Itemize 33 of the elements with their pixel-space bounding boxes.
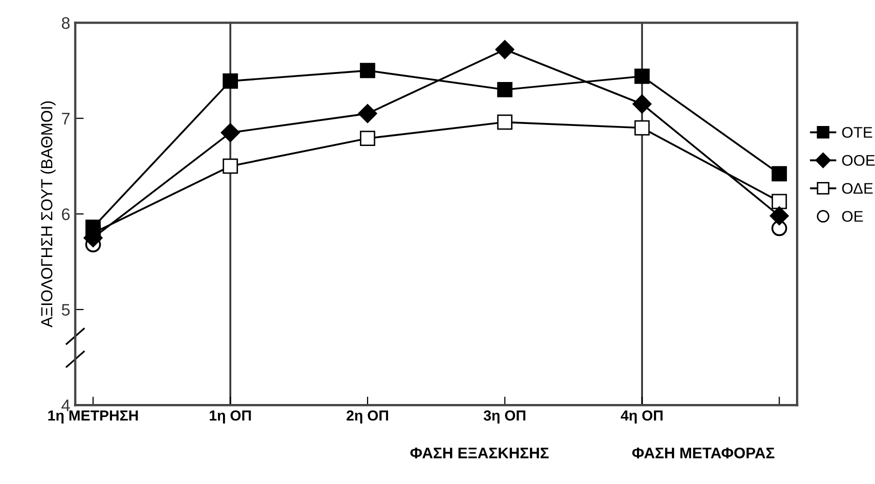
point [495,40,514,60]
y-tick-label: 6 [62,208,70,220]
point [358,104,378,124]
point [634,120,650,136]
y-axis-title: ΑΞΙΟΛΟΓΗΣΗ ΣΟΥΤ (ΒΑΘΜΟΙ) [40,101,56,328]
x-tick-label: 2η ΟΠ [346,410,388,424]
legend-label: ΟΕ [842,210,863,222]
legend-label: ΟΤΕ [842,126,872,138]
x-tick-label: 1η ΟΠ [210,410,251,424]
text: ΦΑΣΗ ΜΕΤΑΦΟΡΑΣ [632,448,774,458]
point [771,220,788,236]
y-tick-label: 4 [62,400,70,412]
x-tick-label: 4η ΟΠ [620,410,663,424]
legend-label: ΟΟΕ [842,154,875,166]
point [772,194,787,210]
y-tick-label: 7 [62,112,70,124]
point [360,62,376,78]
point [772,166,787,182]
point [770,206,789,226]
legend-label: ΟΔΕ [842,182,873,194]
text: ΦΑΣΗ ΕΞΑΣΚΗΣΗΣ [410,448,549,458]
y-tick-label: 5 [62,304,70,316]
point [497,114,512,130]
x-tick-label: 1η ΜΕΤΡΗΣΗ [48,410,138,424]
point [634,68,650,84]
point [632,94,652,114]
point [222,158,238,174]
point [497,82,512,98]
x-tick-label: 3η ΟΠ [484,410,526,424]
point [220,123,240,142]
point [222,73,238,89]
point [360,130,376,146]
y-tick-label: 8 [62,17,70,29]
